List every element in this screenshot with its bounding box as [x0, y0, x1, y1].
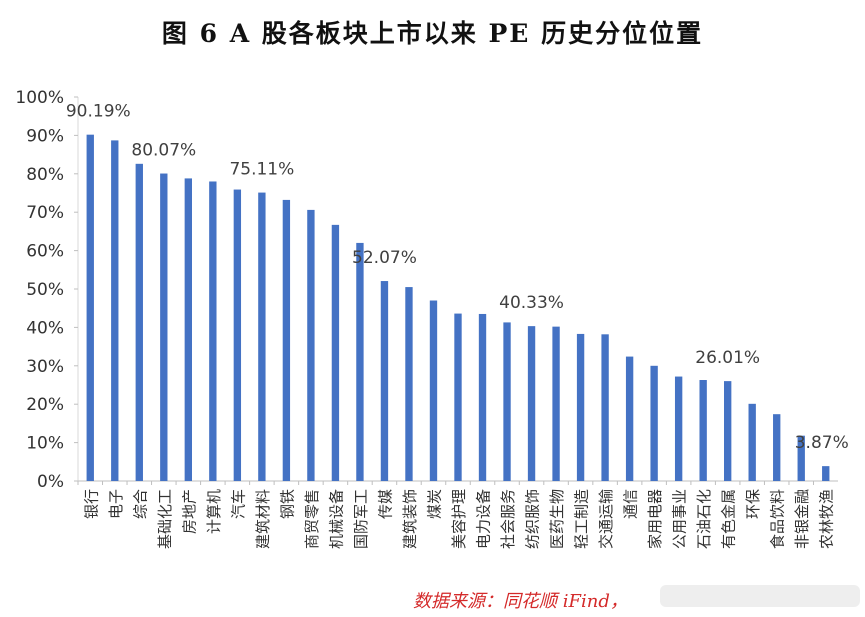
x-tick-label: 石油石化	[695, 489, 713, 549]
bar	[724, 381, 732, 481]
bar	[111, 140, 119, 481]
x-tick-label: 轻工制造	[573, 489, 591, 549]
x-tick-label: 银行	[82, 489, 100, 519]
x-tick-label: 纺织服饰	[524, 489, 542, 549]
bar	[478, 313, 487, 481]
data-label: 80.07%	[131, 141, 196, 161]
bar	[454, 313, 462, 481]
x-tick-label: 综合	[131, 489, 149, 519]
x-tick-label: 农林牧渔	[818, 489, 836, 549]
data-label: 75.11%	[229, 160, 294, 180]
x-tick-label: 公用事业	[671, 489, 689, 549]
bar	[160, 173, 168, 482]
bar	[282, 199, 291, 482]
bar	[576, 333, 585, 481]
bar	[135, 163, 143, 482]
y-tick-label: 30%	[26, 357, 64, 377]
x-tick-label: 基础化工	[156, 489, 174, 549]
data-label: 3.87%	[795, 433, 849, 453]
bar	[331, 224, 340, 481]
y-tick-label: 50%	[26, 280, 64, 300]
bar	[356, 242, 364, 481]
y-tick-label: 100%	[15, 88, 64, 108]
x-tick-label: 建筑材料	[254, 489, 272, 549]
bar	[625, 356, 634, 481]
bar	[822, 466, 830, 481]
x-tick-label: 国防军工	[352, 489, 370, 549]
bar	[699, 380, 707, 481]
x-tick-label: 医药生物	[548, 489, 566, 549]
data-label: 40.33%	[499, 293, 564, 313]
data-label: 90.19%	[66, 102, 131, 122]
y-tick-label: 0%	[37, 472, 64, 492]
x-tick-label: 建筑装饰	[401, 489, 419, 549]
bar	[527, 326, 536, 481]
x-tick-label: 交通运输	[597, 489, 615, 549]
x-tick-label: 环保	[744, 489, 762, 519]
x-tick-label: 有色金属	[720, 489, 738, 549]
bar	[503, 322, 511, 481]
y-tick-label: 10%	[26, 434, 64, 454]
bar	[380, 281, 389, 481]
y-tick-label: 60%	[26, 242, 64, 262]
x-tick-label: 电力设备	[475, 489, 493, 549]
x-tick-label: 钢铁	[278, 489, 296, 519]
bar	[650, 365, 658, 481]
x-tick-label: 传媒	[376, 489, 394, 519]
source-note: 数据来源：同花顺 iFind，	[413, 591, 628, 612]
y-tick-label: 90%	[26, 126, 64, 146]
x-tick-label: 非银金融	[793, 489, 811, 549]
bar	[601, 334, 609, 481]
y-tick-label: 80%	[26, 165, 64, 185]
x-tick-label: 通信	[622, 489, 640, 519]
x-tick-label: 煤炭	[425, 489, 443, 519]
x-tick-label: 房地产	[180, 489, 198, 534]
y-tick-label: 70%	[26, 203, 64, 223]
bar	[552, 326, 560, 481]
x-tick-label: 美容护理	[450, 489, 468, 549]
x-tick-label: 食品饮料	[769, 489, 787, 549]
x-tick-label: 家用电器	[646, 489, 664, 549]
bar	[258, 192, 266, 481]
x-tick-label: 商贸零售	[303, 489, 321, 549]
y-tick-label: 20%	[26, 395, 64, 415]
x-tick-label: 社会服务	[499, 489, 517, 549]
y-tick-label: 40%	[26, 318, 64, 338]
bar	[405, 287, 413, 481]
bar	[748, 403, 756, 481]
bar	[209, 181, 217, 482]
bar	[773, 414, 781, 481]
bar	[674, 376, 683, 481]
data-label: 52.07%	[352, 248, 417, 268]
bar	[86, 134, 94, 481]
bar	[797, 435, 805, 481]
x-tick-label: 汽车	[229, 489, 247, 519]
bar	[307, 209, 315, 481]
chart-title: 图 6 A 股各板块上市以来 PE 历史分位位置	[161, 19, 704, 48]
x-tick-label: 计算机	[205, 489, 223, 534]
watermark-overlay	[660, 585, 860, 607]
x-tick-label: 电子	[107, 489, 125, 519]
bar	[184, 178, 192, 481]
data-label: 26.01%	[695, 348, 760, 368]
bar	[429, 300, 438, 481]
x-tick-label: 机械设备	[327, 489, 345, 549]
bar	[233, 189, 242, 481]
